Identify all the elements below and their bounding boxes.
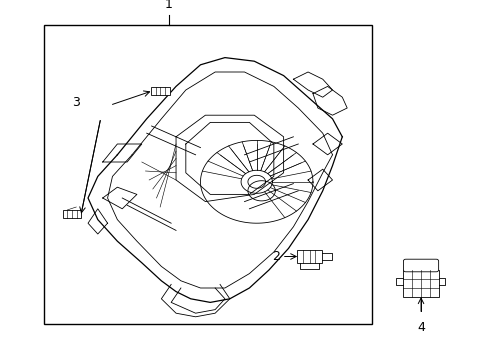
FancyBboxPatch shape	[62, 210, 81, 218]
FancyBboxPatch shape	[150, 87, 170, 95]
Text: 2: 2	[272, 250, 280, 263]
Bar	[403, 270, 438, 297]
Bar	[44, 25, 371, 324]
FancyBboxPatch shape	[403, 259, 438, 272]
Text: 3: 3	[72, 96, 80, 109]
Text: 1: 1	[164, 0, 172, 11]
Text: 4: 4	[416, 321, 424, 334]
Bar	[297, 250, 321, 263]
